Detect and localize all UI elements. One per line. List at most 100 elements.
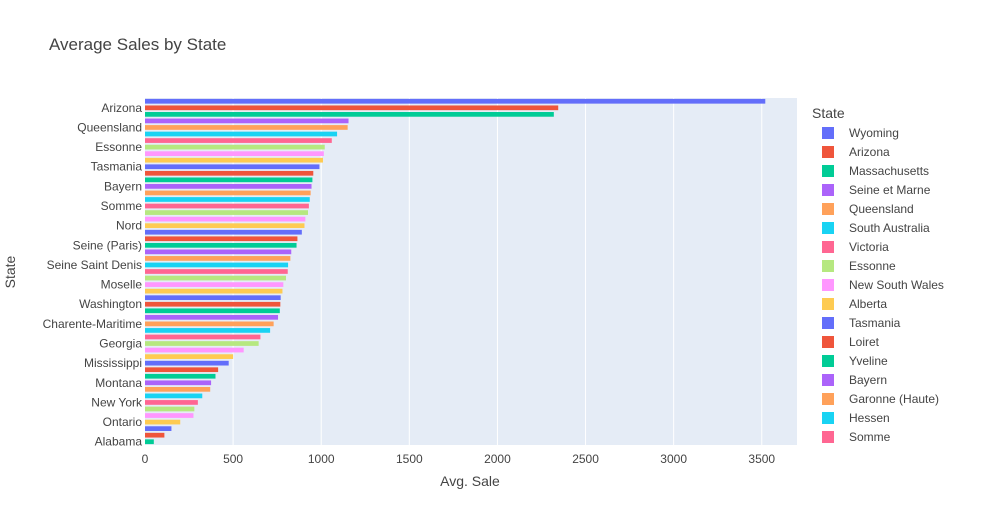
bar: [145, 177, 313, 183]
bar: [145, 190, 311, 196]
bar: [145, 380, 212, 386]
bar: [145, 242, 297, 248]
legend-entry: New South Wales: [849, 278, 944, 292]
bar: [145, 413, 194, 418]
legend-swatch: [822, 317, 834, 329]
x-axis-ticks: 0 500 1000 1500 2000 2500 3000 3500: [142, 452, 776, 466]
bar: [145, 98, 766, 104]
legend-swatch: [822, 336, 834, 348]
bar: [145, 184, 312, 189]
legend-swatch: [822, 374, 834, 386]
x-tick-label: 1500: [396, 452, 423, 466]
legend-swatch: [822, 279, 834, 291]
bar: [145, 439, 154, 445]
legend-swatch: [822, 222, 834, 234]
y-tick-label: Queensland: [77, 120, 142, 134]
bar: [145, 164, 320, 170]
legend-swatch: [822, 298, 834, 310]
bar: [145, 197, 310, 202]
y-tick-label: Tasmania: [91, 160, 143, 174]
x-tick-label: 2500: [572, 452, 599, 466]
legend-entry: Arizona: [849, 145, 890, 159]
legend-entry: South Australia: [849, 221, 930, 235]
legend-entry: Loiret: [849, 335, 880, 349]
x-tick-label: 500: [223, 452, 243, 466]
bar: [145, 295, 281, 301]
bar: [145, 229, 302, 235]
y-tick-label: Charente-Maritime: [43, 317, 143, 331]
y-tick-label: Alabama: [95, 435, 143, 449]
bar: [145, 288, 283, 294]
legend-entry: Tasmania: [849, 316, 901, 330]
bar: [145, 236, 298, 242]
y-axis-title: State: [2, 255, 18, 288]
bar: [145, 223, 305, 229]
y-tick-label: Montana: [95, 376, 142, 390]
bar: [145, 367, 219, 373]
bar: [145, 373, 216, 379]
bar: [145, 262, 289, 268]
y-tick-label: New York: [91, 395, 143, 409]
x-axis-title: Avg. Sale: [440, 473, 500, 489]
bar: [145, 419, 181, 425]
bar: [145, 105, 559, 111]
x-tick-label: 3500: [748, 452, 775, 466]
bar: [145, 269, 288, 274]
bar: [145, 216, 306, 222]
legend-entry: Alberta: [849, 297, 887, 311]
x-tick-label: 1000: [308, 452, 335, 466]
bar: [145, 157, 323, 163]
legend-swatch: [822, 184, 834, 196]
bar: [145, 314, 279, 320]
bar: [145, 426, 172, 431]
y-tick-label: Essonne: [95, 140, 142, 154]
legend-swatch: [822, 260, 834, 272]
chart-title: Average Sales by State: [49, 35, 226, 54]
legend-entry: Somme: [849, 430, 891, 444]
y-tick-label: Arizona: [101, 101, 142, 115]
x-tick-label: 3000: [660, 452, 687, 466]
y-tick-label: Mississippi: [84, 356, 142, 370]
legend-swatch: [822, 431, 834, 443]
y-tick-label: Seine Saint Denis: [47, 258, 142, 272]
legend-entry: Seine et Marne: [849, 183, 931, 197]
y-tick-label: Moselle: [101, 278, 143, 292]
bar: [145, 341, 259, 346]
bar: [145, 125, 348, 130]
bar: [145, 138, 332, 143]
x-tick-label: 0: [142, 452, 149, 466]
bar: [145, 203, 309, 209]
bars: [145, 98, 766, 445]
legend-entry: Garonne (Haute): [849, 392, 939, 406]
legend-entry: Bayern: [849, 373, 887, 387]
y-tick-label: Somme: [101, 199, 143, 213]
bar: [145, 118, 349, 124]
x-tick-label: 2000: [484, 452, 511, 466]
bar: [145, 249, 292, 255]
bar: [145, 334, 261, 340]
bar: [145, 321, 274, 327]
y-tick-label: Ontario: [103, 415, 143, 429]
y-tick-label: Seine (Paris): [73, 238, 142, 252]
legend-entry: Queensland: [849, 202, 914, 216]
bar: [145, 210, 308, 215]
legend-swatch: [822, 241, 834, 253]
bar: [145, 144, 325, 150]
y-tick-label: Washington: [79, 297, 142, 311]
legend-entry: Victoria: [849, 240, 889, 254]
y-axis-ticks: Arizona Queensland Essonne Tasmania Bayern So…: [43, 101, 143, 449]
bar: [145, 393, 203, 399]
legend-swatch: [822, 146, 834, 158]
bar: [145, 400, 198, 405]
bar: [145, 308, 280, 314]
legend-swatch: [822, 165, 834, 177]
legend-entry: Massachusetts: [849, 164, 929, 178]
y-tick-label: Georgia: [99, 337, 142, 351]
bar: [145, 347, 244, 353]
bar: [145, 282, 284, 287]
bar: [145, 354, 234, 359]
legend-swatch: [822, 203, 834, 215]
legend-entry: Wyoming: [849, 126, 899, 140]
legend-entry: Essonne: [849, 259, 896, 273]
bar: [145, 328, 271, 333]
